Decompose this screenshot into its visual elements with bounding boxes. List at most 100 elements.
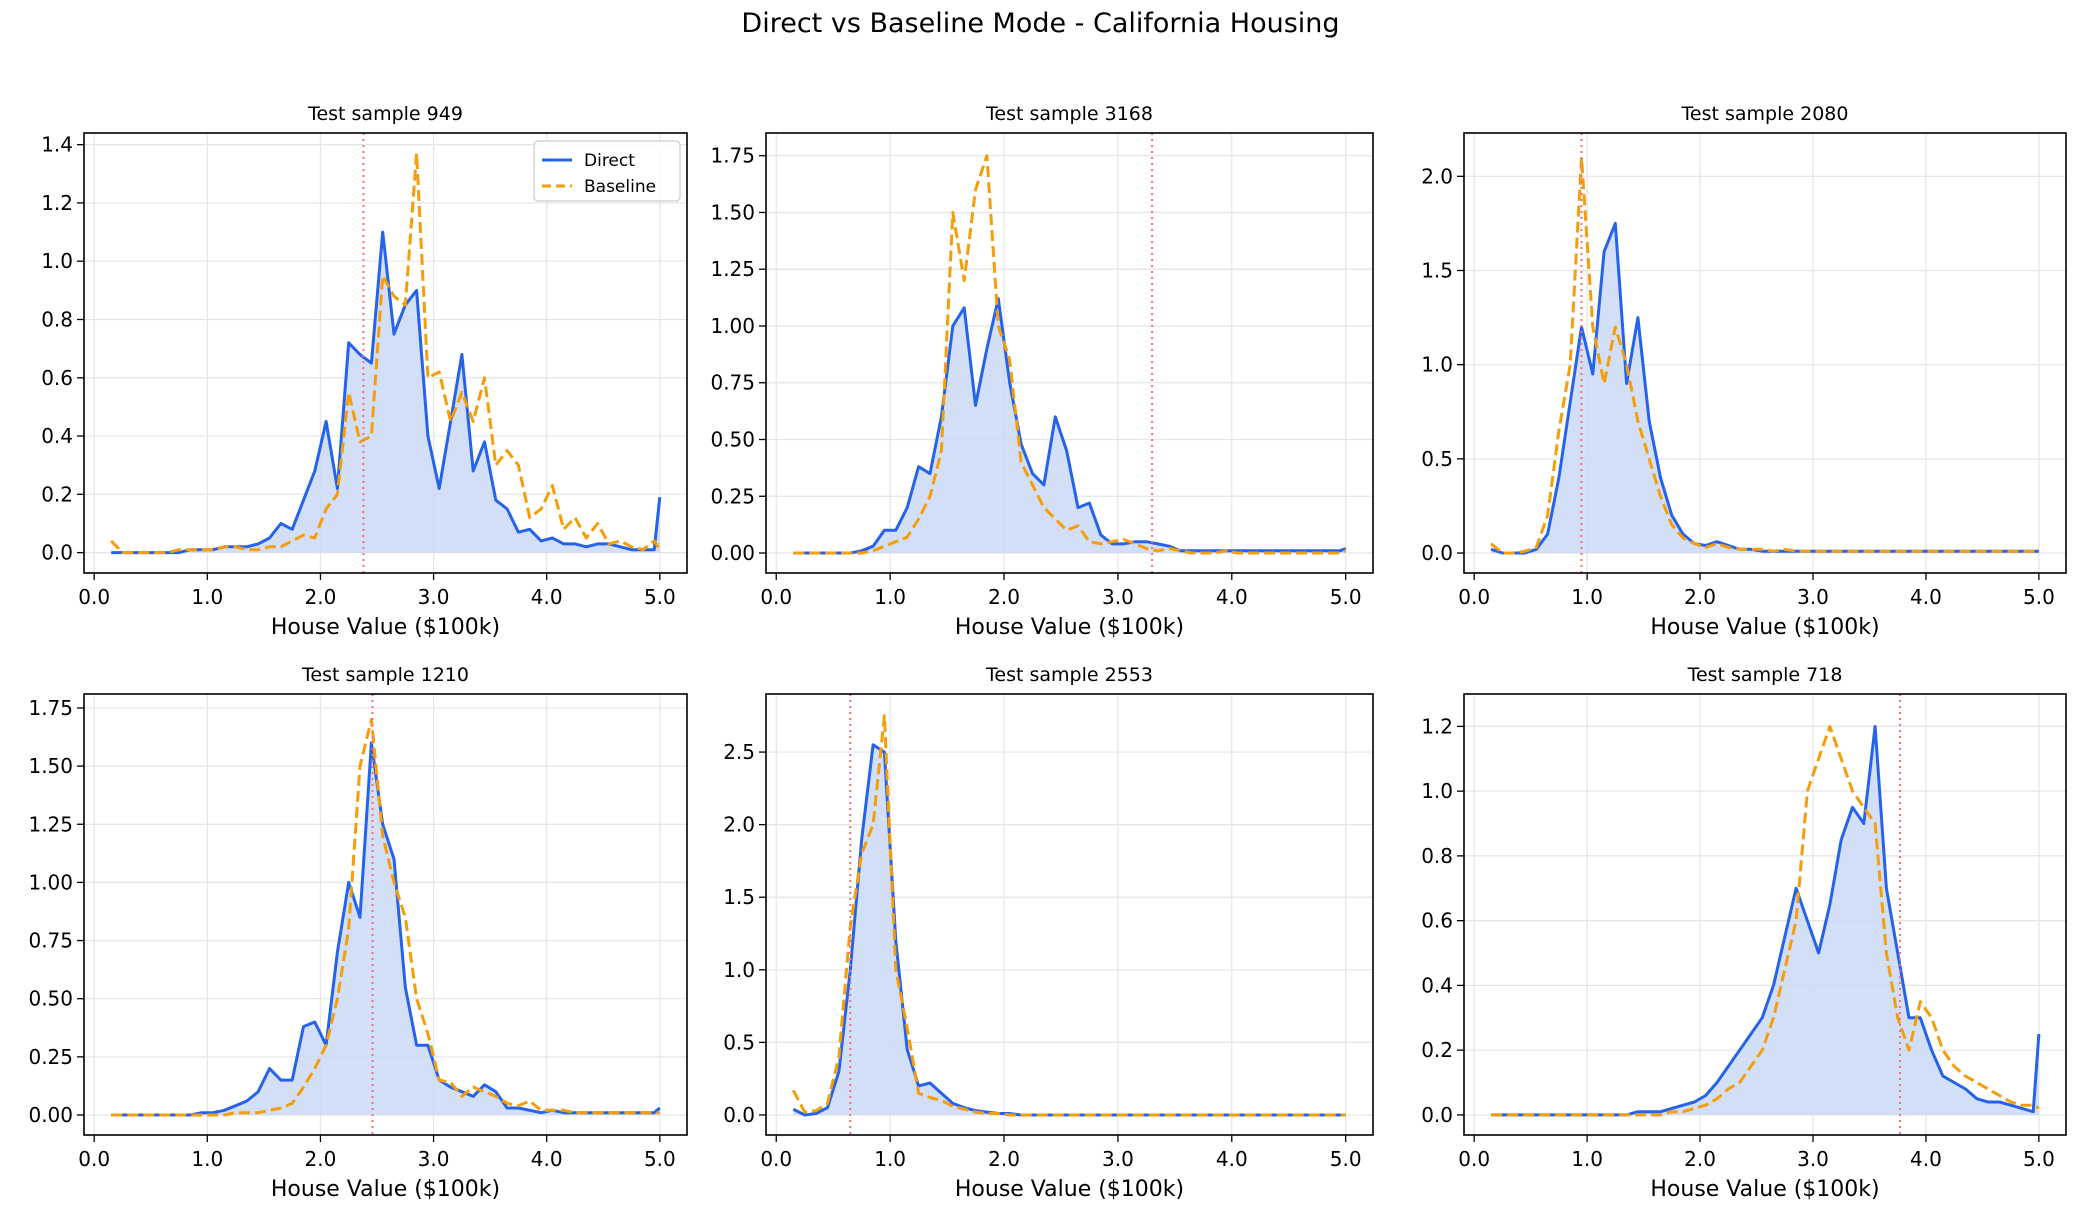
subplot-3: 0.0 1.0 2.0 3.0 4.0 5.0 0.0 0.5 1.0 1.5 2.0 Test sa… xyxy=(1421,103,2067,640)
y-tick-label: 0.2 xyxy=(1421,1038,1453,1062)
x-tick-label: 0.0 xyxy=(760,585,792,609)
y-tick-label: 1.5 xyxy=(723,885,755,909)
x-tick-label: 0.0 xyxy=(78,585,110,609)
y-tick-label: 1.75 xyxy=(710,144,755,168)
x-tick-label: 4.0 xyxy=(1216,585,1248,609)
x-tick-label: 1.0 xyxy=(191,1147,223,1171)
x-tick-label: 5.0 xyxy=(644,585,676,609)
direct-series-line xyxy=(111,741,661,1117)
y-tick-label: 0.5 xyxy=(1421,447,1453,471)
y-tick-label: 1.50 xyxy=(710,200,755,224)
y-tick-label: 0.6 xyxy=(1421,909,1453,933)
x-tick-label: 0.0 xyxy=(78,1147,110,1171)
y-tick-label: 1.0 xyxy=(41,249,73,273)
y-tick-label: 1.0 xyxy=(1421,353,1453,377)
direct-area-fill xyxy=(1491,223,2039,554)
subplot-4: 0.0 1.0 2.0 3.0 4.0 5.0 0.00 0.25 0.50 0.75 1.00 1.… xyxy=(28,664,688,1202)
direct-area-fill xyxy=(793,744,1346,1115)
legend: Direct Baseline xyxy=(533,140,681,202)
y-tick-label: 0.0 xyxy=(1421,541,1453,565)
y-tick-label: 1.0 xyxy=(1421,779,1453,803)
axes-frame xyxy=(83,693,688,1136)
axes-frame xyxy=(1463,693,2067,1136)
y-tick-label: 1.2 xyxy=(41,191,73,215)
direct-series-line xyxy=(793,297,1347,555)
y-tick-label: 0.25 xyxy=(28,1045,73,1069)
x-tick-label: 2.0 xyxy=(1684,585,1716,609)
y-tick-label: 1.4 xyxy=(41,133,73,157)
y-tick-label: 0.00 xyxy=(710,541,755,565)
x-tick-label: 4.0 xyxy=(531,1147,563,1171)
x-tick-label: 5.0 xyxy=(2023,585,2055,609)
x-axis-label: House Value ($100k) xyxy=(955,1177,1184,1202)
y-tick-label: 0.50 xyxy=(710,428,755,452)
baseline-series-line xyxy=(791,714,1346,1117)
y-tick-label: 2.5 xyxy=(723,740,755,764)
y-tick-label: 0.0 xyxy=(723,1103,755,1127)
x-tick-label: 1.0 xyxy=(874,585,906,609)
subplot-6: 0.0 1.0 2.0 3.0 4.0 5.0 0.0 0.2 0.4 0.6 0.8 1.0 1.2 T… xyxy=(1421,664,2067,1202)
y-tick-label: 0.8 xyxy=(41,307,73,331)
x-tick-label: 3.0 xyxy=(1102,1147,1134,1171)
x-tick-label: 4.0 xyxy=(1216,1147,1248,1171)
y-tick-label: 1.00 xyxy=(710,314,755,338)
y-tick-label: 0.00 xyxy=(28,1103,73,1127)
subplot-title: Test sample 3168 xyxy=(985,103,1153,125)
y-tick-label: 2.0 xyxy=(723,813,755,837)
x-axis-label: House Value ($100k) xyxy=(955,615,1184,640)
y-tick-label: 2.0 xyxy=(1421,164,1453,188)
y-tick-label: 0.4 xyxy=(1421,973,1453,997)
baseline-series-line xyxy=(1490,156,2039,555)
y-tick-label: 1.0 xyxy=(723,958,755,982)
x-tick-label: 5.0 xyxy=(2023,1147,2055,1171)
y-tick-label: 1.25 xyxy=(710,257,755,281)
x-tick-label: 3.0 xyxy=(1797,585,1829,609)
y-tick-label: 0.6 xyxy=(41,366,73,390)
subplot-title: Test sample 2080 xyxy=(1681,103,1849,125)
x-tick-label: 2.0 xyxy=(305,585,337,609)
direct-area-fill xyxy=(111,742,660,1115)
subplot-title: Test sample 2553 xyxy=(985,664,1153,686)
x-axis-label: House Value ($100k) xyxy=(1650,1177,1879,1202)
direct-area-fill xyxy=(111,232,660,553)
x-tick-label: 0.0 xyxy=(760,1147,792,1171)
x-tick-label: 2.0 xyxy=(988,585,1020,609)
direct-series-line xyxy=(1491,724,2041,1117)
legend-baseline-label: Baseline xyxy=(584,177,656,197)
x-tick-label: 4.0 xyxy=(531,585,563,609)
x-tick-label: 5.0 xyxy=(644,1147,676,1171)
subplot-1: 0.0 1.0 2.0 3.0 4.0 5.0 0.0 0.2 0.4 0.6 0.8 1.0 1.2 1… xyxy=(41,103,688,640)
x-tick-label: 4.0 xyxy=(1910,585,1942,609)
x-axis-label: House Value ($100k) xyxy=(271,615,500,640)
x-tick-label: 3.0 xyxy=(1102,585,1134,609)
subplot-title: Test sample 1210 xyxy=(301,664,469,686)
y-tick-label: 0.2 xyxy=(41,482,73,506)
y-tick-label: 0.4 xyxy=(41,424,73,448)
x-tick-label: 0.0 xyxy=(1458,585,1490,609)
x-tick-label: 0.0 xyxy=(1458,1147,1490,1171)
x-tick-label: 2.0 xyxy=(1684,1147,1716,1171)
y-tick-label: 1.75 xyxy=(28,696,73,720)
x-tick-label: 3.0 xyxy=(418,1147,450,1171)
subplot-2: 0.0 1.0 2.0 3.0 4.0 5.0 0.00 0.25 0.50 0.75 1.00 1.… xyxy=(710,103,1374,640)
y-tick-label: 0.8 xyxy=(1421,844,1453,868)
axes-frame xyxy=(83,132,688,574)
direct-area-fill xyxy=(793,298,1346,554)
x-axis-label: House Value ($100k) xyxy=(271,1177,500,1202)
legend-direct-label: Direct xyxy=(584,151,635,171)
baseline-series-line xyxy=(793,154,1347,555)
y-tick-label: 1.25 xyxy=(28,812,73,836)
y-tick-label: 0.5 xyxy=(723,1030,755,1054)
baseline-series-line xyxy=(111,718,660,1117)
y-tick-label: 0.50 xyxy=(28,987,73,1011)
y-tick-label: 1.5 xyxy=(1421,259,1453,283)
x-tick-label: 5.0 xyxy=(1330,1147,1362,1171)
x-tick-label: 3.0 xyxy=(418,585,450,609)
x-axis-label: House Value ($100k) xyxy=(1650,615,1879,640)
y-tick-label: 0.25 xyxy=(710,484,755,508)
x-tick-label: 3.0 xyxy=(1797,1147,1829,1171)
baseline-series-line xyxy=(1491,724,2040,1117)
x-tick-label: 2.0 xyxy=(305,1147,337,1171)
y-tick-label: 0.75 xyxy=(28,929,73,953)
